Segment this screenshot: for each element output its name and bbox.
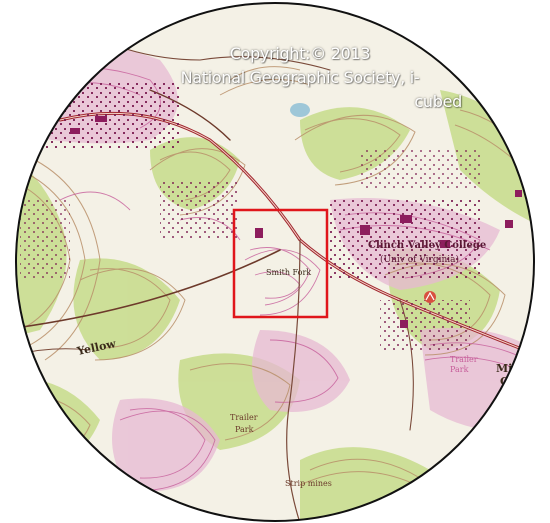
- label-college-2: (Univ of Virginia): [380, 254, 459, 265]
- pond: [290, 103, 310, 117]
- map-attribution: Copyright:© 2013 National Geographic Soc…: [130, 42, 470, 114]
- selection-box[interactable]: [232, 208, 329, 319]
- label-smith-fork: Smith Fork: [266, 268, 311, 277]
- label-mi: Mi: [496, 362, 512, 375]
- label-trailer-park-2: Park: [235, 425, 254, 434]
- label-strip-mines: Strip mines: [285, 479, 332, 488]
- attribution-line-3: cubed: [414, 92, 462, 111]
- building-clusters: [20, 80, 522, 350]
- label-trailer-right-2: Park: [450, 365, 469, 374]
- label-trailer-park-1: Trailer: [230, 413, 258, 422]
- attribution-line-2: National Geographic Society, i-: [180, 68, 420, 87]
- attribution-line-1: Copyright:© 2013: [229, 44, 371, 63]
- landmark-icon: [424, 291, 436, 303]
- label-college-1: Clinch Valley College: [368, 240, 486, 251]
- label-trailer-right-1: Trailer: [450, 355, 478, 364]
- lens-border: [15, 2, 535, 522]
